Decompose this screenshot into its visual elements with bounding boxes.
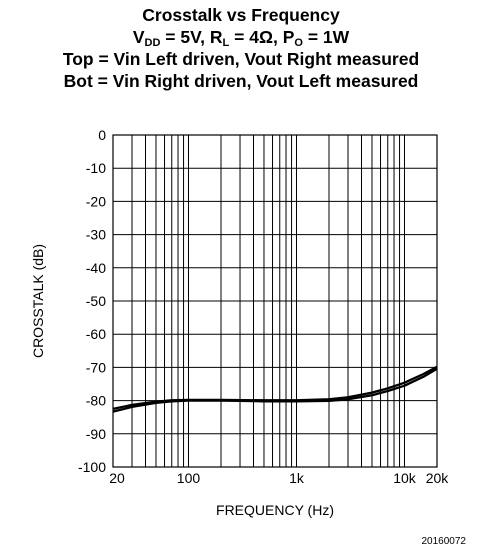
rl-subscript: L [222, 37, 230, 49]
x-tick-label: 1k [289, 470, 305, 486]
y-tick-label: -80 [86, 393, 106, 409]
plot-frame [112, 134, 438, 468]
chart-title: Crosstalk vs Frequency [142, 5, 340, 25]
y-axis-label: CROSSTALK (dB) [30, 244, 46, 358]
chart-subtitle: VDD = 5V, RL = 4Ω, PO = 1W [0, 26, 482, 49]
y-tick-label: -20 [86, 193, 106, 209]
vdd-value: = 5V, [160, 27, 210, 47]
y-tick-label: -70 [86, 359, 106, 375]
y-tick-label: -30 [86, 227, 106, 243]
y-tick-label: -90 [86, 426, 106, 442]
x-tick-labels: 20 100 1k 10k 20k [109, 470, 449, 486]
po-value: = 1W [302, 27, 350, 47]
x-axis-label: FREQUENCY (Hz) [216, 502, 334, 518]
x-tick-label: 10k [393, 470, 417, 486]
chart-note-top: Top = Vin Left driven, Vout Right measur… [62, 49, 420, 69]
chart-title-block: Crosstalk vs Frequency VDD = 5V, RL = 4Ω… [0, 4, 482, 92]
x-tick-label: 100 [177, 470, 201, 486]
rl-value: = 4Ω, [229, 27, 283, 47]
y-tick-label: -100 [78, 459, 106, 475]
y-tick-labels: 0 -10 -20 -30 -40 -50 -60 -70 -80 -90 -100 [78, 127, 106, 475]
grid [113, 135, 437, 467]
y-tick-label: -60 [86, 326, 106, 342]
y-tick-label: -50 [86, 293, 106, 309]
y-tick-label: 0 [98, 127, 106, 143]
figure-id: 20160072 [422, 536, 467, 547]
po-subscript: O [294, 37, 303, 49]
series-line-2 [112, 367, 438, 413]
y-tick-label: -10 [86, 160, 106, 176]
vdd-subscript: DD [144, 37, 161, 49]
x-tick-label: 20k [426, 470, 450, 486]
vdd-symbol: V [132, 27, 145, 47]
y-tick-label: -40 [86, 260, 106, 276]
rl-symbol: R [209, 27, 223, 47]
chart-note-bottom: Bot = Vin Right driven, Vout Left measur… [63, 71, 419, 91]
series-layer [112, 365, 438, 413]
x-tick-label: 20 [109, 470, 125, 486]
po-symbol: P [282, 27, 295, 47]
